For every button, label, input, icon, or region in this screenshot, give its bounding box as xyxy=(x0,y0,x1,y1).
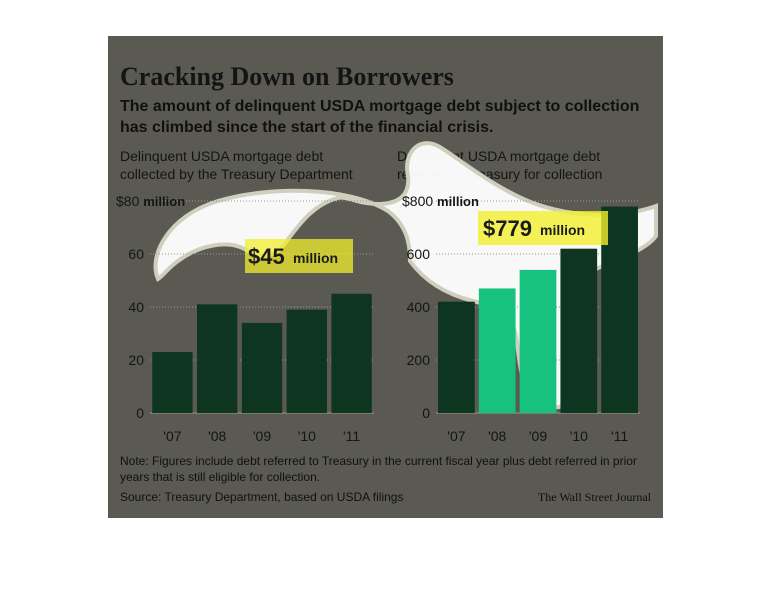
left-callout: $45 million xyxy=(245,239,353,273)
bar-10 xyxy=(286,309,327,413)
right-callout-value: $779 xyxy=(483,216,532,241)
chart-panel: Cracking Down on Borrowers The amount of… xyxy=(108,36,663,518)
page-title: Cracking Down on Borrowers xyxy=(120,62,454,91)
x-tick-label: '09 xyxy=(253,428,271,444)
bar-08 xyxy=(197,304,238,413)
publisher-credit: The Wall Street Journal xyxy=(537,490,651,504)
y-tick-label: 200 xyxy=(407,352,431,368)
x-tick-label: '10 xyxy=(298,428,316,444)
bar-charts: 0 20 40 60 $80 million 0 200 400 600 $800 millio… xyxy=(116,141,658,444)
footnote: Note: Figures include debt referred to T… xyxy=(120,454,637,484)
bar-07 xyxy=(152,352,193,413)
bar-09 xyxy=(519,269,557,413)
y-tick-label: $800 million xyxy=(402,193,479,209)
right-callout: $779 million xyxy=(478,211,608,245)
x-tick-label: '08 xyxy=(488,428,506,444)
bar-08 xyxy=(478,288,516,413)
x-tick-label: '07 xyxy=(447,428,465,444)
bar-11 xyxy=(331,293,372,413)
bar-07 xyxy=(438,301,475,413)
bar-10 xyxy=(560,248,598,413)
left-x-tick-labels: '07 '08 '09 '10 '11 xyxy=(163,428,360,444)
right-callout-unit: million xyxy=(540,222,585,238)
y-tick-label: 0 xyxy=(136,405,144,421)
y-tick-label: $80 million xyxy=(116,193,185,209)
y-tick-label: 600 xyxy=(407,246,431,262)
x-tick-label: '11 xyxy=(611,428,628,444)
left-chart-heading: Delinquent USDA mortgage debt collected … xyxy=(120,148,353,182)
page-subtitle: The amount of delinquent USDA mortgage d… xyxy=(120,98,640,136)
left-bars xyxy=(152,293,372,413)
y-tick-label: 60 xyxy=(128,246,144,262)
x-tick-label: '08 xyxy=(208,428,226,444)
x-tick-label: '09 xyxy=(529,428,547,444)
right-x-tick-labels: '07 '08 '09 '10 '11 xyxy=(447,428,628,444)
y-tick-label: 20 xyxy=(128,352,144,368)
x-tick-label: '11 xyxy=(343,428,360,444)
left-callout-unit: million xyxy=(293,250,338,266)
x-tick-label: '07 xyxy=(163,428,181,444)
y-tick-label: 0 xyxy=(422,405,430,421)
y-tick-label: 40 xyxy=(128,299,144,315)
right-bars xyxy=(438,206,638,413)
y-tick-label: 400 xyxy=(407,299,431,315)
x-tick-label: '10 xyxy=(570,428,588,444)
left-y-tick-labels: 0 20 40 60 $80 million xyxy=(116,193,185,421)
source-line: Source: Treasury Department, based on US… xyxy=(120,490,404,504)
left-callout-value: $45 xyxy=(248,244,285,269)
right-y-tick-labels: 0 200 400 600 $800 million xyxy=(402,193,479,421)
bar-09 xyxy=(241,322,283,413)
